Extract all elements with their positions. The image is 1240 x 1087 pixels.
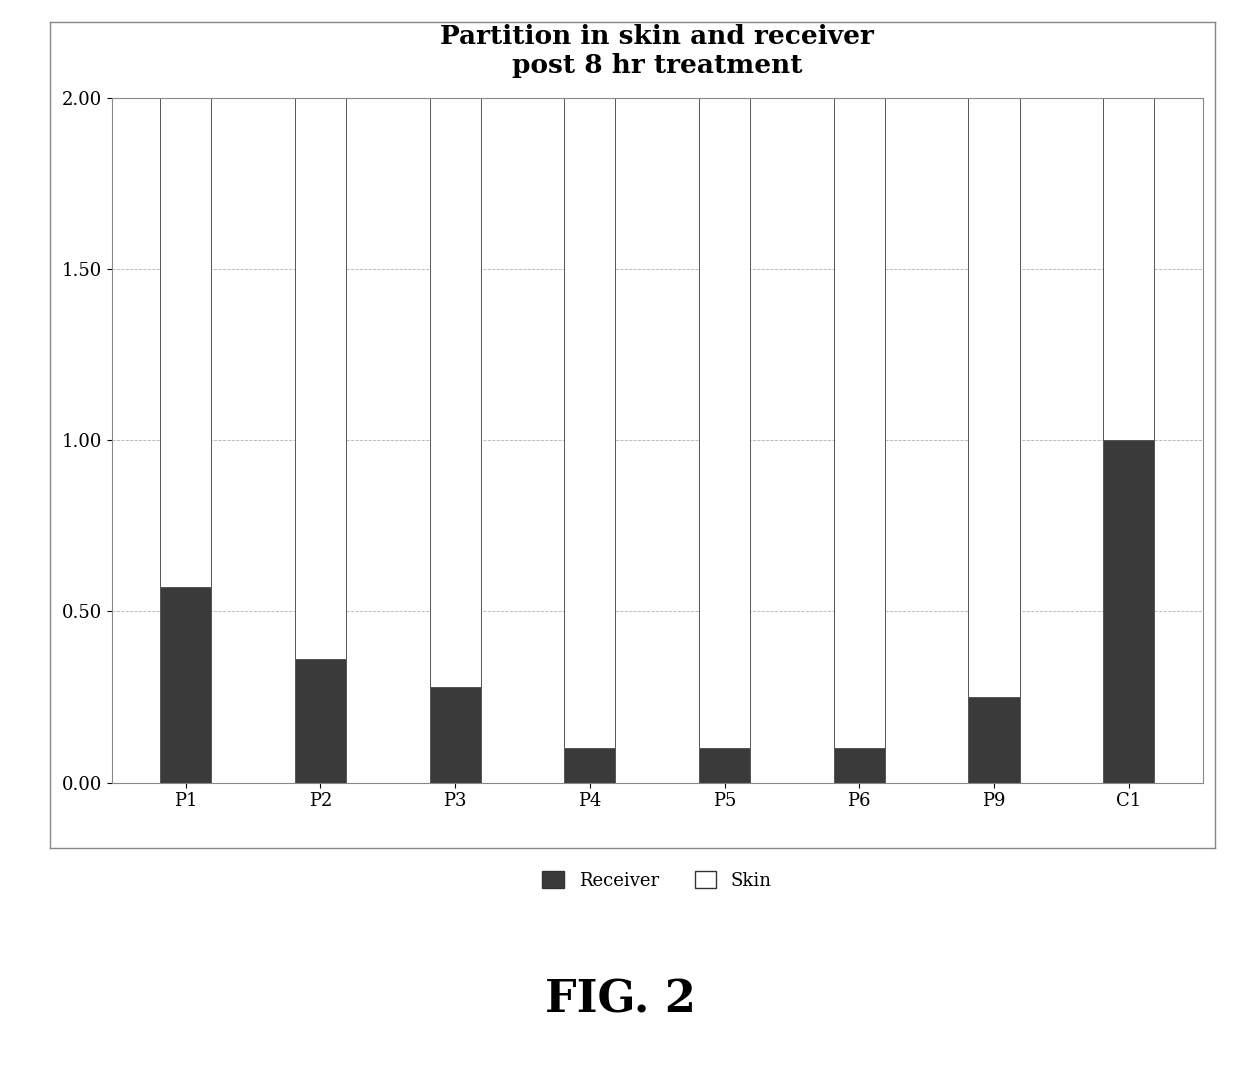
Bar [429,98,481,687]
Bar [564,98,615,748]
Bar [699,748,750,783]
Bar [160,587,211,783]
Bar [295,98,346,660]
Bar [833,98,885,748]
Bar [968,697,1019,783]
Bar [1104,440,1154,783]
Bar [295,660,346,783]
Bar [1104,98,1154,440]
Bar [968,98,1019,697]
Title: Partition in skin and receiver
post 8 hr treatment: Partition in skin and receiver post 8 hr… [440,24,874,78]
Bar [429,687,481,783]
Bar [160,98,211,587]
Legend: Receiver, Skin: Receiver, Skin [536,864,779,897]
Bar [699,98,750,748]
Bar [564,748,615,783]
Text: FIG. 2: FIG. 2 [544,978,696,1022]
Bar [833,748,885,783]
